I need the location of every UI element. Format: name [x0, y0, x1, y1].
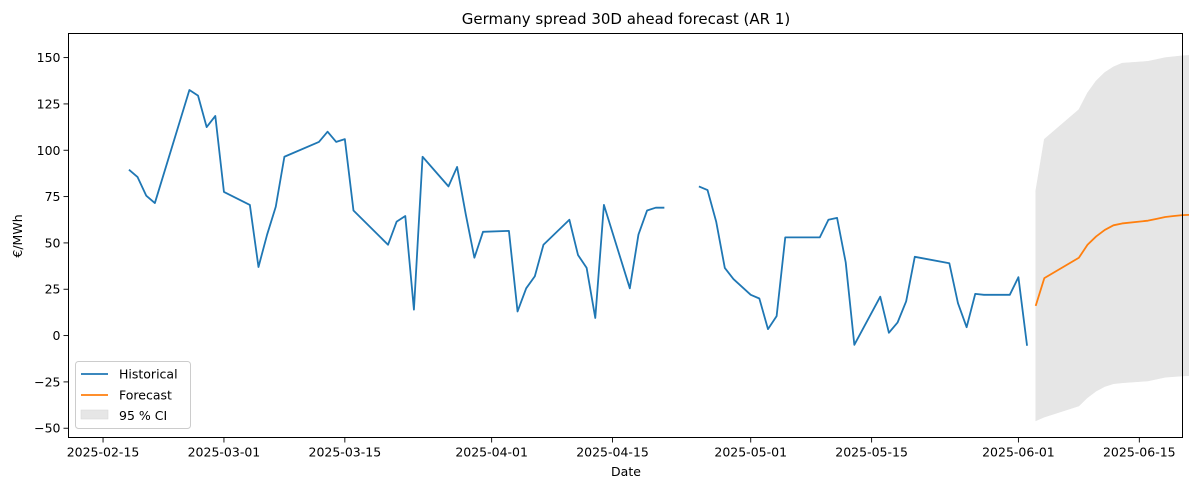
x-tick-label: 2025-02-15 [67, 445, 140, 460]
y-tick-label: 0 [53, 328, 61, 343]
legend-ci-label: 95 % CI [119, 408, 167, 423]
historical-line-segment-1 [128, 89, 665, 319]
x-tick-label: 2025-04-01 [455, 445, 528, 460]
y-tick-label: 75 [45, 189, 61, 204]
legend-historical-label: Historical [119, 367, 178, 382]
forecast-line [1034, 214, 1189, 307]
historical-line-segment-2 [698, 185, 1028, 346]
y-tick-label: −25 [34, 374, 60, 389]
chart-title: Germany spread 30D ahead forecast (AR 1) [462, 10, 791, 28]
x-tick-label: 2025-04-15 [576, 445, 649, 460]
x-tick-label: 2025-06-15 [1103, 445, 1176, 460]
y-axis-title: €/MWh [10, 214, 25, 257]
x-tick-label: 2025-05-15 [835, 445, 908, 460]
y-tick-label: 125 [37, 96, 61, 111]
y-tick-label: 100 [37, 143, 61, 158]
y-tick-label: 150 [37, 50, 61, 65]
x-axis-title: Date [611, 464, 641, 479]
plot-frame [68, 33, 1183, 438]
y-tick-label: −50 [34, 421, 60, 436]
x-tick-label: 2025-06-01 [982, 445, 1055, 460]
plot-area [128, 55, 1189, 422]
legend-ci-swatch [80, 409, 109, 420]
x-tick-label: 2025-03-15 [309, 445, 382, 460]
legend-forecast-label: Forecast [119, 388, 172, 403]
x-tick-label: 2025-05-01 [714, 445, 787, 460]
x-axis: 2025-02-15 2025-03-01 2025-03-15 2025-04-01… [67, 437, 1176, 460]
x-tick-label: 2025-03-01 [188, 445, 261, 460]
ci-band [1035, 55, 1189, 422]
y-axis: −50 −25 0 25 50 75 100 125 150 [34, 50, 69, 436]
y-tick-label: 25 [45, 282, 61, 297]
y-tick-label: 50 [45, 235, 61, 250]
legend: Historical Forecast 95 % CI [75, 361, 191, 429]
